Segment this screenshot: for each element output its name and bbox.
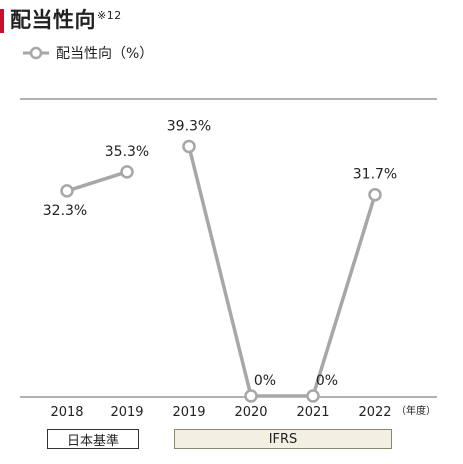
- x-tick-label: 2018: [50, 405, 83, 420]
- data-label: 0%: [316, 373, 338, 389]
- data-point: [60, 184, 74, 198]
- data-points: [60, 139, 382, 403]
- data-label: 32.3%: [43, 203, 87, 219]
- data-label: 35.3%: [105, 144, 149, 160]
- title-accent-bar: [0, 9, 4, 33]
- chart-title: 配当性向※12: [10, 6, 122, 34]
- data-label: 0%: [254, 373, 276, 389]
- x-tick-label: 2022: [358, 405, 391, 420]
- chart-title-text: 配当性向: [10, 8, 96, 32]
- series-line: [66, 170, 128, 193]
- data-label: 31.7%: [353, 167, 397, 183]
- data-point: [120, 165, 134, 179]
- standard-label-ifrs: IFRS: [174, 429, 392, 449]
- legend-marker: [29, 46, 43, 60]
- data-point: [306, 389, 320, 403]
- chart-header: 配当性向※12: [0, 6, 122, 34]
- series-lines: [66, 146, 377, 398]
- data-point: [244, 389, 258, 403]
- standard-label-jgaap: 日本基準: [47, 429, 139, 449]
- legend-marker-icon: [23, 46, 49, 60]
- x-tick-labels: 2018 2019 2019 2020 2021 2022: [50, 405, 391, 420]
- legend: 配当性向（%）: [22, 44, 153, 62]
- x-tick-label: 2021: [296, 405, 329, 420]
- x-tick-label: 2019: [172, 405, 205, 420]
- legend-label: 配当性向（%）: [56, 46, 154, 62]
- data-label: 39.3%: [167, 118, 211, 134]
- x-tick-label: 2019: [110, 405, 143, 420]
- data-point: [182, 139, 196, 154]
- title-footnote-mark: ※12: [97, 9, 122, 22]
- data-point: [368, 187, 382, 202]
- x-unit-label: （年度）: [396, 404, 436, 417]
- x-tick-label: 2020: [234, 405, 267, 420]
- data-labels: 32.3% 35.3% 39.3% 0% 0% 31.7%: [43, 118, 397, 389]
- series-line: [187, 146, 377, 398]
